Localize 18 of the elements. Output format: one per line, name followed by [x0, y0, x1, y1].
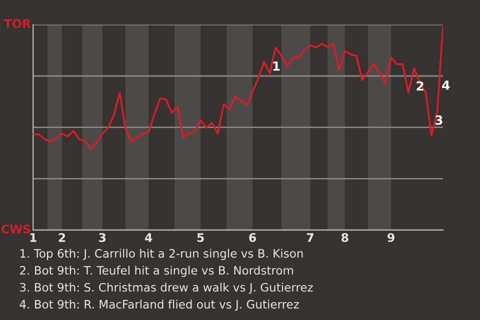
text: 1. Top 6th: J. Carrillo hit a 2-run single vs B. Kison [20, 248, 303, 260]
text: 4. Bot 9th: R. MacFarland flied out vs J. Gutierrez [20, 300, 299, 311]
x-tick-label: 3 [99, 233, 106, 242]
x-tick-label: 9 [388, 233, 394, 242]
annotation: 3 [435, 115, 442, 125]
text: 2. Bot 9th: T. Teufel hit a single vs B. Nordstrom [20, 266, 293, 277]
text: CWS [1, 224, 30, 234]
x-tick-label: 1 [30, 233, 36, 242]
x-tick-label: 7 [306, 233, 314, 242]
x-tick-label: 5 [197, 233, 204, 242]
text: TOR [4, 19, 31, 28]
x-tick-label: 2 [58, 233, 66, 242]
text: 3. Bot 9th: S. Christmas drew a walk vs J. Gutierrez [20, 282, 313, 294]
x-tick-label: 4 [145, 233, 152, 242]
x-tick-label: 6 [249, 233, 256, 242]
x-tick-label: 8 [342, 233, 348, 242]
annotation: 4 [442, 80, 450, 90]
annotation: 1 [273, 62, 280, 71]
